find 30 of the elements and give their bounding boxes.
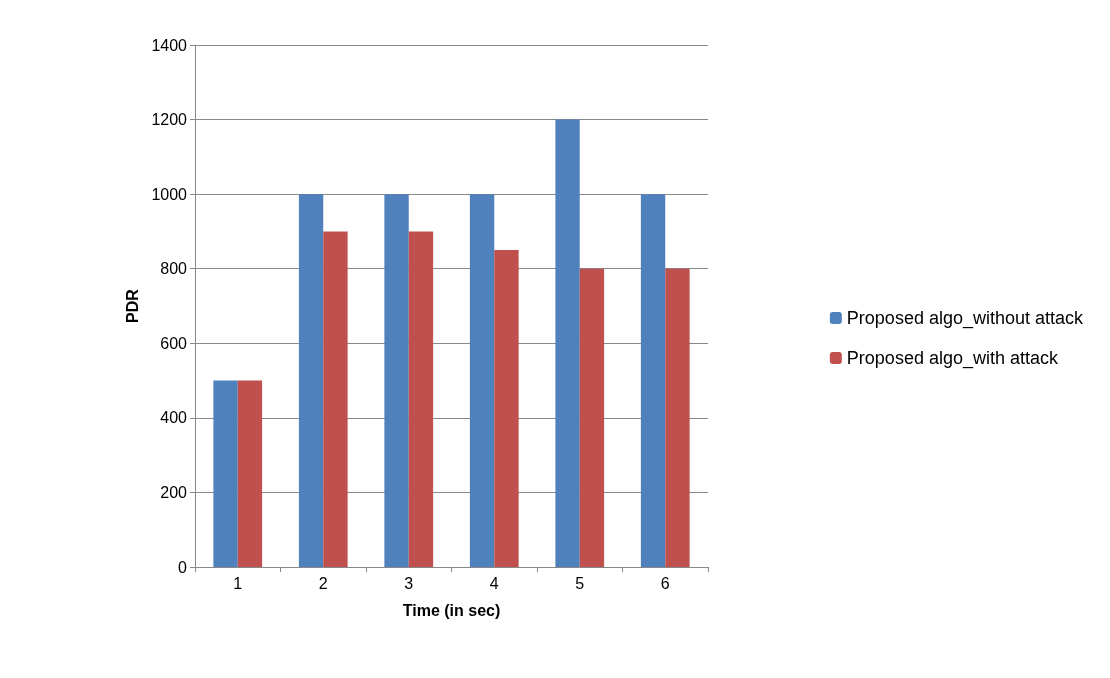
x-tick-label: 2	[318, 574, 328, 592]
bar	[408, 231, 434, 567]
legend-label: Proposed algo_without attack	[846, 308, 1084, 329]
bar	[579, 268, 605, 567]
bar	[298, 194, 324, 567]
y-tick-label: 0	[178, 558, 188, 576]
x-tick-label: 3	[404, 574, 414, 592]
legend-label: Proposed algo_with attack	[846, 348, 1059, 369]
bar	[384, 194, 409, 567]
y-tick-label: 1200	[151, 111, 188, 129]
bar	[237, 380, 263, 567]
y-tick-label: 1000	[151, 185, 188, 203]
bar	[469, 194, 495, 567]
x-tick-label: 4	[489, 574, 499, 592]
x-axis-title: Time (in sec)	[402, 601, 501, 619]
y-tick-label: 200	[160, 483, 188, 501]
y-tick-label: 1400	[151, 36, 188, 54]
y-axis-title: PDR	[123, 288, 141, 323]
x-tick-label: 6	[660, 574, 670, 592]
bar	[640, 194, 666, 567]
y-tick-label: 600	[160, 334, 188, 352]
bar	[665, 268, 690, 567]
bar	[494, 250, 519, 567]
y-tick-label: 800	[160, 260, 188, 278]
bar	[323, 231, 348, 567]
bar	[555, 119, 580, 567]
x-tick-label: 1	[233, 574, 243, 592]
x-tick-label: 5	[575, 574, 585, 592]
bar	[213, 380, 238, 567]
y-tick-label: 400	[160, 409, 188, 427]
